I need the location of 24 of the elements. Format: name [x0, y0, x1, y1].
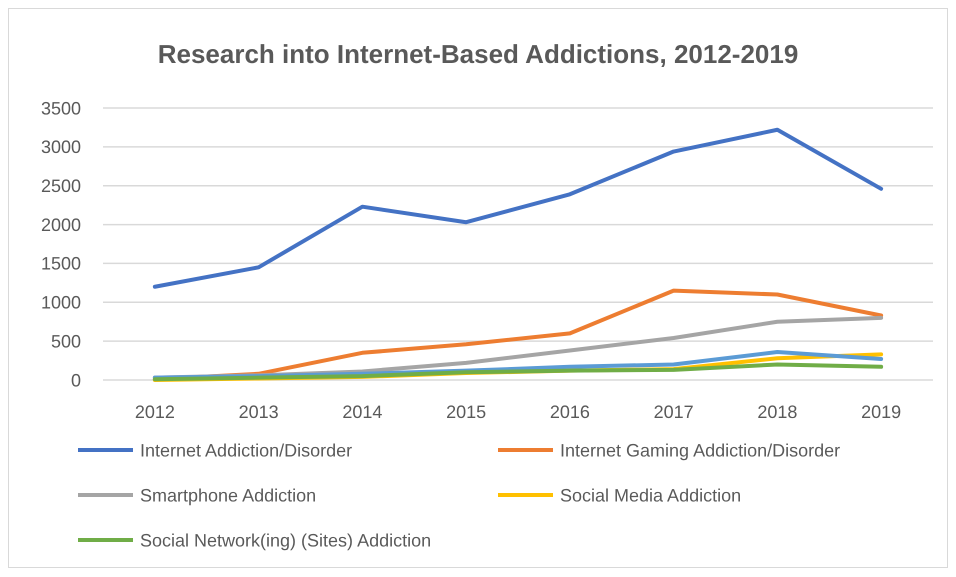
legend-label: Social Media Addiction	[560, 485, 742, 506]
y-tick-label: 2000	[40, 214, 81, 235]
line-series	[152, 128, 884, 289]
x-tick-label: 2015	[446, 402, 486, 422]
x-tick-label: 2018	[757, 402, 798, 422]
line-series	[152, 362, 884, 382]
legend-label: Social Network(ing) (Sites) Addiction	[140, 530, 432, 550]
legend-label: Smartphone Addiction	[140, 485, 316, 506]
y-tick-label: 1500	[40, 254, 81, 274]
x-tick-label: 2016	[550, 402, 590, 422]
x-tick-label: 2012	[134, 402, 175, 422]
y-tick-label: 2500	[40, 176, 81, 196]
y-tick-label: 3500	[40, 98, 81, 118]
legend-label: Internet Gaming Addiction/Disorder	[560, 440, 840, 460]
chart-title: Research into Internet-Based Addictions, 2012-2019	[158, 39, 798, 69]
x-tick-label: 2014	[342, 402, 382, 422]
x-tick-label: 2019	[861, 402, 902, 422]
y-tick-label: 3000	[40, 137, 81, 158]
x-tick-label: 2017	[654, 402, 694, 422]
y-tick-label: 1000	[40, 292, 81, 313]
x-tick-label: 2013	[238, 402, 279, 422]
y-tick-label: 500	[50, 331, 81, 352]
y-tick-label: 0	[70, 370, 81, 390]
legend-label: Internet Addiction/Disorder	[140, 440, 352, 460]
